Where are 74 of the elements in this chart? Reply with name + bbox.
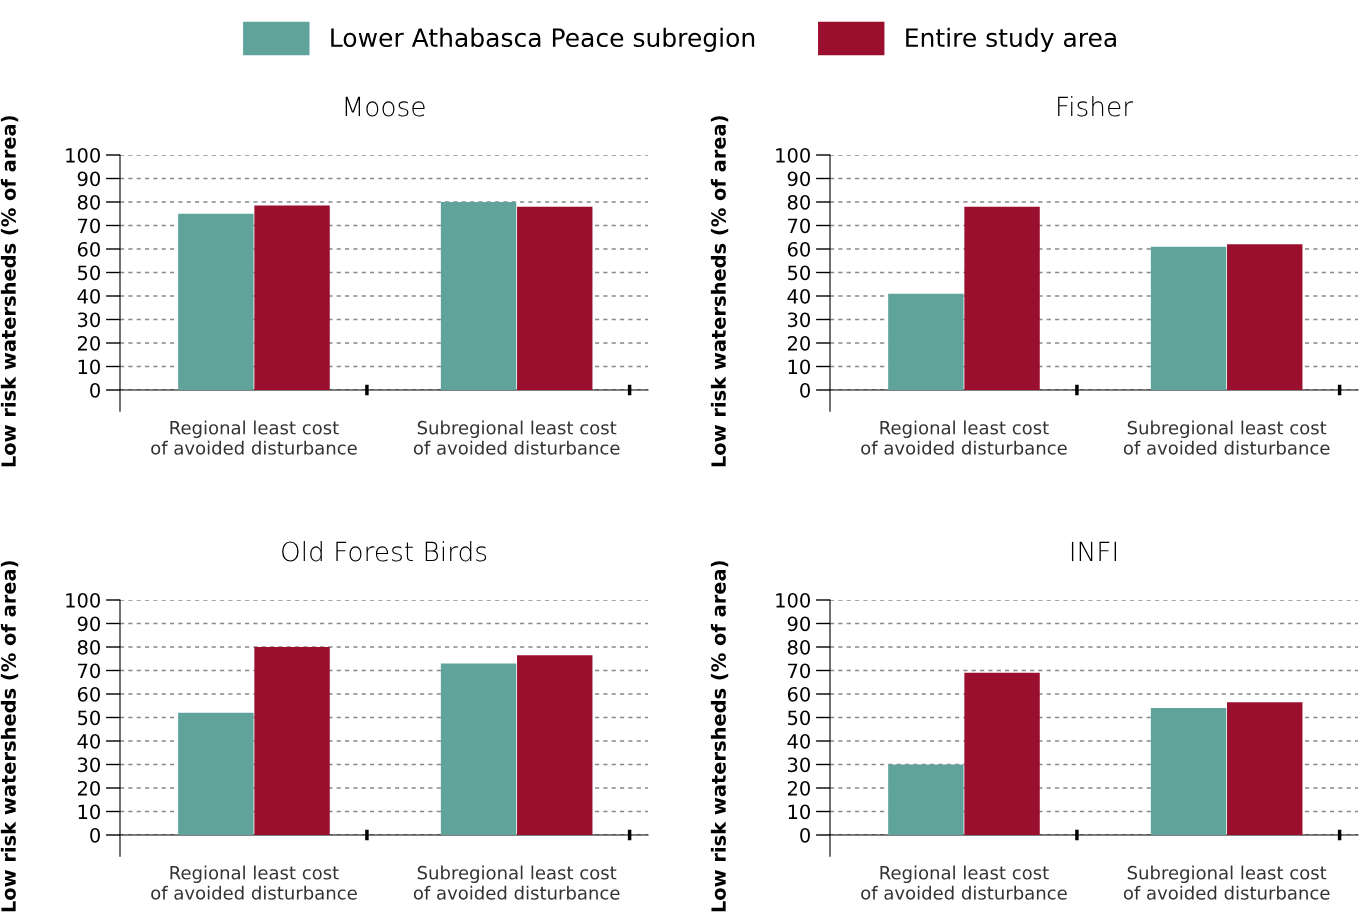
y-tick-label: 10 xyxy=(788,359,810,375)
y-tick-label: 50 xyxy=(78,265,100,281)
y-tick-label: 80 xyxy=(787,639,810,655)
y-tick-label: 90 xyxy=(787,616,810,632)
x-tick-label: Subregional least cost of avoided disturbance xyxy=(413,865,620,900)
y-tick-label: 30 xyxy=(77,757,100,773)
x-tick-label: Regional least cost of avoided disturbance xyxy=(861,420,1067,455)
y-tick-label: 50 xyxy=(78,710,100,726)
x-tick-label: Subregional least cost of avoided disturbance xyxy=(413,420,620,455)
y-tick-label: 10 xyxy=(78,359,100,375)
y-tick-label: 30 xyxy=(787,312,810,328)
legend-label: Lower Athabasca Peace subregion xyxy=(331,27,755,52)
y-tick-label: 80 xyxy=(77,194,100,210)
chart-title: Fisher xyxy=(1058,96,1134,117)
bar xyxy=(888,764,964,835)
y-tick-label: 0 xyxy=(90,382,100,398)
chart-title: Old Forest Birds xyxy=(282,541,487,562)
y-tick-label: 20 xyxy=(77,780,100,796)
y-tick-label: 60 xyxy=(77,686,100,702)
y-tick-label: 60 xyxy=(787,241,810,257)
bar xyxy=(1227,702,1303,835)
y-tick-label: 90 xyxy=(77,616,100,632)
x-tick-label: Subregional least cost of avoided disturbance xyxy=(1123,865,1330,900)
y-tick-label: 30 xyxy=(787,757,810,773)
y-tick-label: 90 xyxy=(77,171,100,187)
y-tick-label: 100 xyxy=(776,592,810,608)
y-tick-label: 0 xyxy=(800,827,810,843)
bar xyxy=(964,672,1040,835)
y-tick-label: 60 xyxy=(77,241,100,257)
y-tick-label: 70 xyxy=(788,218,810,234)
y-axis-title: Low risk watersheds (% of area) xyxy=(710,116,729,467)
y-axis-title: Low risk watersheds (% of area) xyxy=(0,116,19,467)
bar xyxy=(1150,708,1227,835)
y-tick-label: 100 xyxy=(776,147,810,163)
bar xyxy=(517,655,593,835)
bar xyxy=(888,293,964,390)
y-tick-label: 20 xyxy=(77,335,100,351)
chart-title: INFI xyxy=(1071,541,1116,562)
y-tick-label: 100 xyxy=(66,592,100,608)
y-axis-title: Low risk watersheds (% of area) xyxy=(0,561,19,912)
legend-label: Entire study area xyxy=(906,27,1116,52)
bar xyxy=(178,712,254,835)
y-tick-label: 70 xyxy=(788,663,810,679)
bar xyxy=(1150,246,1227,390)
x-tick-label: Subregional least cost of avoided disturbance xyxy=(1123,420,1330,455)
y-tick-label: 40 xyxy=(787,733,810,749)
y-tick-label: 80 xyxy=(77,639,100,655)
x-tick-label: Regional least cost of avoided disturbance xyxy=(151,865,357,900)
y-tick-label: 40 xyxy=(787,288,810,304)
y-tick-label: 70 xyxy=(78,663,100,679)
y-tick-label: 10 xyxy=(788,804,810,820)
y-tick-label: 80 xyxy=(787,194,810,210)
chart-title: Moose xyxy=(345,96,425,117)
y-tick-label: 30 xyxy=(77,312,100,328)
bar xyxy=(964,206,1040,390)
y-tick-label: 100 xyxy=(66,147,100,163)
bar xyxy=(254,647,330,835)
x-tick-label: Regional least cost of avoided disturbance xyxy=(861,865,1067,900)
y-tick-label: 40 xyxy=(77,733,100,749)
y-tick-label: 40 xyxy=(77,288,100,304)
y-tick-label: 90 xyxy=(787,171,810,187)
x-tick-label: Regional least cost of avoided disturbance xyxy=(151,420,357,455)
y-tick-label: 50 xyxy=(788,710,810,726)
y-tick-label: 70 xyxy=(78,218,100,234)
y-tick-label: 20 xyxy=(787,780,810,796)
bar xyxy=(1227,244,1303,390)
y-axis-title: Low risk watersheds (% of area) xyxy=(710,561,729,912)
y-tick-label: 10 xyxy=(78,804,100,820)
y-tick-label: 0 xyxy=(800,382,810,398)
y-tick-label: 60 xyxy=(787,686,810,702)
y-tick-label: 0 xyxy=(90,827,100,843)
bar xyxy=(440,663,517,835)
y-tick-label: 20 xyxy=(787,335,810,351)
y-tick-label: 50 xyxy=(788,265,810,281)
